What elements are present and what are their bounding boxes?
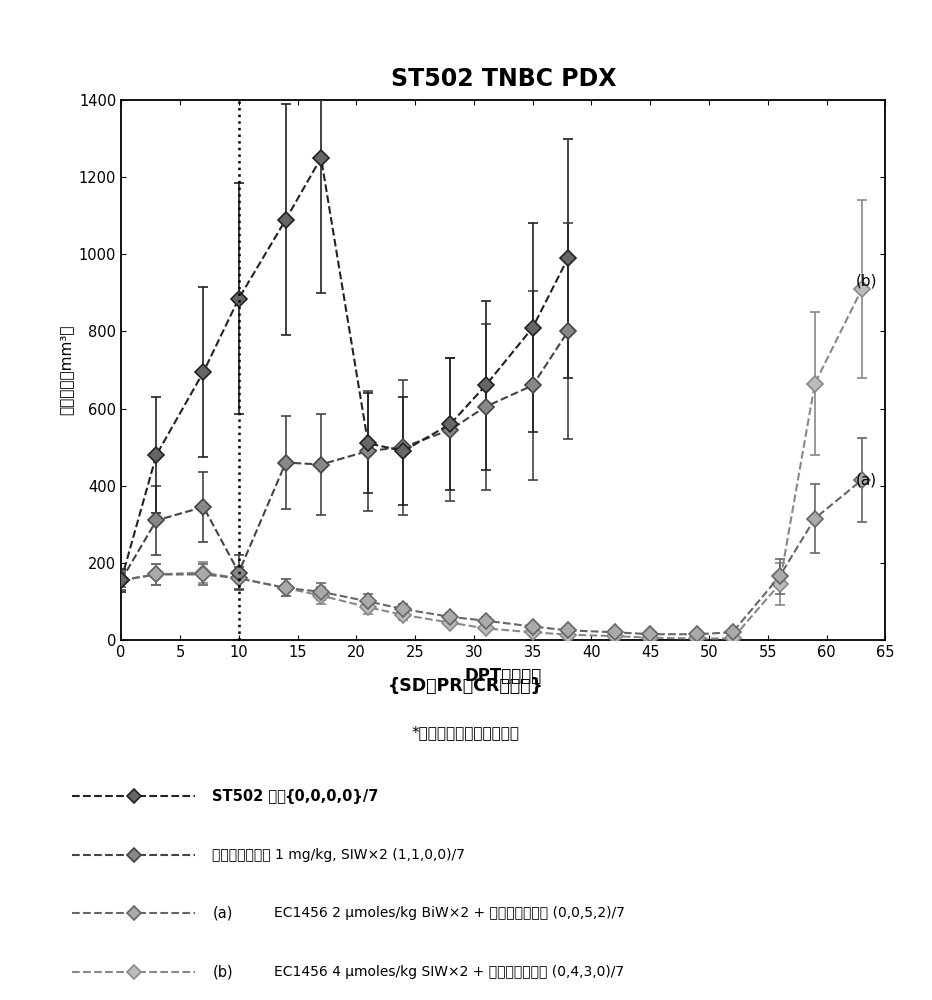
EC1456 2 μmoles/kg BiW×2 + 甲磺酸艾日布林 (0,0,5,2)/7 xyxy=(116,574,127,586)
甲磺酸艾日布林 1 mg/kg, SIW×2 (1,1,0,0)/7 xyxy=(562,325,573,337)
Text: (a): (a) xyxy=(856,472,877,487)
甲磺酸艾日布林 1 mg/kg, SIW×2 (1,1,0,0)/7 xyxy=(528,379,539,391)
EC1456 2 μmoles/kg BiW×2 + 甲磺酸艾日布林 (0,0,5,2)/7 xyxy=(692,628,703,640)
Text: (a): (a) xyxy=(212,906,233,921)
EC1456 4 μmoles/kg SIW×2 + 甲磺酸艾日布林 (0,4,3,0)/7 xyxy=(809,377,820,389)
EC1456 2 μmoles/kg BiW×2 + 甲磺酸艾日布林 (0,0,5,2)/7 xyxy=(645,628,656,640)
Text: *虚线表示最终给药的日子: *虚线表示最终给药的日子 xyxy=(412,725,520,740)
ST502 对照{0,0,0,0}/7 xyxy=(528,322,539,334)
Title: ST502 TNBC PDX: ST502 TNBC PDX xyxy=(391,67,616,91)
Text: (b): (b) xyxy=(212,964,233,979)
EC1456 2 μmoles/kg BiW×2 + 甲磺酸艾日布林 (0,0,5,2)/7 xyxy=(774,570,785,582)
EC1456 4 μmoles/kg SIW×2 + 甲磺酸艾日布林 (0,4,3,0)/7 xyxy=(315,590,326,602)
EC1456 2 μmoles/kg BiW×2 + 甲磺酸艾日布林 (0,0,5,2)/7 xyxy=(727,626,738,638)
甲磺酸艾日布林 1 mg/kg, SIW×2 (1,1,0,0)/7 xyxy=(480,401,491,413)
EC1456 2 μmoles/kg BiW×2 + 甲磺酸艾日布林 (0,0,5,2)/7 xyxy=(528,620,539,633)
ST502 对照{0,0,0,0}/7 xyxy=(198,366,209,378)
EC1456 2 μmoles/kg BiW×2 + 甲磺酸艾日布林 (0,0,5,2)/7 xyxy=(857,474,868,486)
EC1456 4 μmoles/kg SIW×2 + 甲磺酸艾日布林 (0,4,3,0)/7 xyxy=(198,566,209,578)
EC1456 4 μmoles/kg SIW×2 + 甲磺酸艾日布林 (0,4,3,0)/7 xyxy=(774,578,785,590)
ST502 对照{0,0,0,0}/7 xyxy=(315,152,326,164)
Text: {0,0,0,0}/7: {0,0,0,0}/7 xyxy=(284,788,378,804)
ST502 对照{0,0,0,0}/7 xyxy=(233,293,244,305)
ST502 对照{0,0,0,0}/7 xyxy=(445,418,456,430)
EC1456 2 μmoles/kg BiW×2 + 甲磺酸艾日布林 (0,0,5,2)/7 xyxy=(562,624,573,636)
EC1456 2 μmoles/kg BiW×2 + 甲磺酸艾日布林 (0,0,5,2)/7 xyxy=(363,595,374,607)
Text: {SD、PR、CR、治愈}: {SD、PR、CR、治愈} xyxy=(388,676,544,694)
ST502 对照{0,0,0,0}/7 xyxy=(281,214,292,226)
EC1456 4 μmoles/kg SIW×2 + 甲磺酸艾日布林 (0,4,3,0)/7 xyxy=(233,572,244,584)
甲磺酸艾日布林 1 mg/kg, SIW×2 (1,1,0,0)/7 xyxy=(445,424,456,436)
EC1456 4 μmoles/kg SIW×2 + 甲磺酸艾日布林 (0,4,3,0)/7 xyxy=(857,283,868,295)
EC1456 2 μmoles/kg BiW×2 + 甲磺酸艾日布林 (0,0,5,2)/7 xyxy=(198,568,209,580)
EC1456 2 μmoles/kg BiW×2 + 甲磺酸艾日布林 (0,0,5,2)/7 xyxy=(281,582,292,594)
ST502 对照{0,0,0,0}/7 xyxy=(562,252,573,264)
Line: 甲磺酸艾日布林 1 mg/kg, SIW×2 (1,1,0,0)/7: 甲磺酸艾日布林 1 mg/kg, SIW×2 (1,1,0,0)/7 xyxy=(116,326,573,586)
Y-axis label: 肿瘤体积（mm³）: 肿瘤体积（mm³） xyxy=(59,325,74,415)
EC1456 2 μmoles/kg BiW×2 + 甲磺酸艾日布林 (0,0,5,2)/7 xyxy=(809,512,820,524)
EC1456 4 μmoles/kg SIW×2 + 甲磺酸艾日布林 (0,4,3,0)/7 xyxy=(727,632,738,644)
Line: ST502 对照{0,0,0,0}/7: ST502 对照{0,0,0,0}/7 xyxy=(116,152,573,586)
EC1456 4 μmoles/kg SIW×2 + 甲磺酸艾日布林 (0,4,3,0)/7 xyxy=(151,568,162,580)
EC1456 4 μmoles/kg SIW×2 + 甲磺酸艾日布林 (0,4,3,0)/7 xyxy=(116,574,127,586)
ST502 对照{0,0,0,0}/7 xyxy=(480,379,491,391)
Text: 甲磺酸艾日布林 1 mg/kg, SIW×2 (1,1,0,0)/7: 甲磺酸艾日布林 1 mg/kg, SIW×2 (1,1,0,0)/7 xyxy=(212,848,465,862)
EC1456 2 μmoles/kg BiW×2 + 甲磺酸艾日布林 (0,0,5,2)/7 xyxy=(445,611,456,623)
EC1456 4 μmoles/kg SIW×2 + 甲磺酸艾日布林 (0,4,3,0)/7 xyxy=(281,582,292,594)
Text: ST502 对照: ST502 对照 xyxy=(212,788,286,804)
ST502 对照{0,0,0,0}/7 xyxy=(151,449,162,461)
EC1456 4 μmoles/kg SIW×2 + 甲磺酸艾日布林 (0,4,3,0)/7 xyxy=(528,626,539,638)
Line: EC1456 4 μmoles/kg SIW×2 + 甲磺酸艾日布林 (0,4,3,0)/7: EC1456 4 μmoles/kg SIW×2 + 甲磺酸艾日布林 (0,4,… xyxy=(116,283,868,644)
EC1456 4 μmoles/kg SIW×2 + 甲磺酸艾日布林 (0,4,3,0)/7 xyxy=(645,632,656,644)
Line: EC1456 2 μmoles/kg BiW×2 + 甲磺酸艾日布林 (0,0,5,2)/7: EC1456 2 μmoles/kg BiW×2 + 甲磺酸艾日布林 (0,0,… xyxy=(116,474,868,640)
甲磺酸艾日布林 1 mg/kg, SIW×2 (1,1,0,0)/7 xyxy=(198,501,209,513)
甲磺酸艾日布林 1 mg/kg, SIW×2 (1,1,0,0)/7 xyxy=(233,566,244,578)
EC1456 2 μmoles/kg BiW×2 + 甲磺酸艾日布林 (0,0,5,2)/7 xyxy=(151,568,162,580)
EC1456 2 μmoles/kg BiW×2 + 甲磺酸艾日布林 (0,0,5,2)/7 xyxy=(233,572,244,584)
甲磺酸艾日布林 1 mg/kg, SIW×2 (1,1,0,0)/7 xyxy=(363,445,374,457)
EC1456 2 μmoles/kg BiW×2 + 甲磺酸艾日布林 (0,0,5,2)/7 xyxy=(610,626,621,638)
EC1456 4 μmoles/kg SIW×2 + 甲磺酸艾日布林 (0,4,3,0)/7 xyxy=(398,609,409,621)
EC1456 4 μmoles/kg SIW×2 + 甲磺酸艾日布林 (0,4,3,0)/7 xyxy=(562,629,573,641)
甲磺酸艾日布林 1 mg/kg, SIW×2 (1,1,0,0)/7 xyxy=(281,457,292,469)
EC1456 4 μmoles/kg SIW×2 + 甲磺酸艾日布林 (0,4,3,0)/7 xyxy=(445,617,456,629)
Text: EC1456 2 μmoles/kg BiW×2 + 甲磺酸艾日布林 (0,0,5,2)/7: EC1456 2 μmoles/kg BiW×2 + 甲磺酸艾日布林 (0,0,… xyxy=(274,906,624,920)
甲磺酸艾日布林 1 mg/kg, SIW×2 (1,1,0,0)/7 xyxy=(315,458,326,471)
甲磺酸艾日布林 1 mg/kg, SIW×2 (1,1,0,0)/7 xyxy=(116,574,127,586)
EC1456 2 μmoles/kg BiW×2 + 甲磺酸艾日布林 (0,0,5,2)/7 xyxy=(398,603,409,615)
EC1456 2 μmoles/kg BiW×2 + 甲磺酸艾日布林 (0,0,5,2)/7 xyxy=(315,586,326,598)
ST502 对照{0,0,0,0}/7 xyxy=(398,445,409,457)
EC1456 2 μmoles/kg BiW×2 + 甲磺酸艾日布林 (0,0,5,2)/7 xyxy=(480,615,491,627)
甲磺酸艾日布林 1 mg/kg, SIW×2 (1,1,0,0)/7 xyxy=(398,441,409,453)
甲磺酸艾日布林 1 mg/kg, SIW×2 (1,1,0,0)/7 xyxy=(151,514,162,526)
EC1456 4 μmoles/kg SIW×2 + 甲磺酸艾日布林 (0,4,3,0)/7 xyxy=(363,601,374,613)
Text: EC1456 4 μmoles/kg SIW×2 + 甲磺酸艾日布林 (0,4,3,0)/7: EC1456 4 μmoles/kg SIW×2 + 甲磺酸艾日布林 (0,4,… xyxy=(274,965,624,979)
EC1456 4 μmoles/kg SIW×2 + 甲磺酸艾日布林 (0,4,3,0)/7 xyxy=(480,622,491,634)
Text: (b): (b) xyxy=(856,274,878,289)
EC1456 4 μmoles/kg SIW×2 + 甲磺酸艾日布林 (0,4,3,0)/7 xyxy=(610,630,621,642)
ST502 对照{0,0,0,0}/7 xyxy=(363,437,374,449)
ST502 对照{0,0,0,0}/7 xyxy=(116,574,127,586)
EC1456 4 μmoles/kg SIW×2 + 甲磺酸艾日布林 (0,4,3,0)/7 xyxy=(692,632,703,644)
X-axis label: DPT（天数）: DPT（天数） xyxy=(465,667,541,685)
